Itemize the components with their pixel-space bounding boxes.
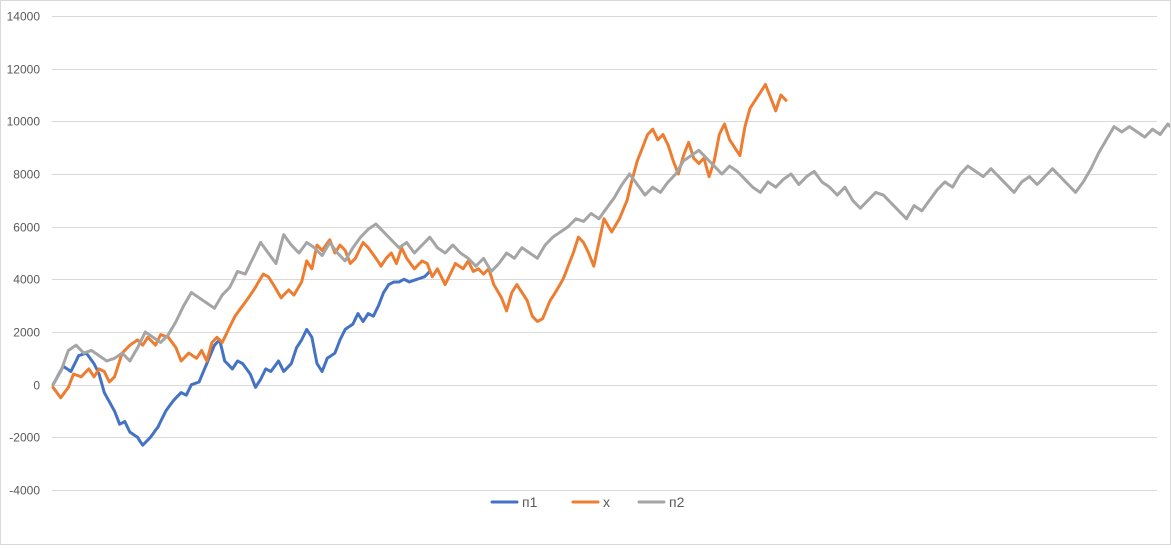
y-tick-label: 0 — [33, 379, 40, 393]
legend-item-2: x — [571, 494, 610, 510]
series-lines — [51, 83, 1171, 447]
y-tick-label: 2000 — [13, 326, 40, 340]
legend-item-3: п2 — [637, 494, 685, 510]
series-line-3 — [51, 122, 1171, 387]
legend-label: п1 — [522, 494, 538, 510]
y-tick-label: 4000 — [13, 273, 40, 287]
legend-item-1: п1 — [490, 494, 538, 510]
series-line-2 — [51, 83, 788, 400]
y-axis-tick-labels: -4000 -2000 0 2000 4000 6000 8000 10000 12000 140… — [7, 10, 41, 498]
y-tick-label: 14000 — [7, 10, 41, 24]
y-tick-label: 12000 — [7, 63, 41, 77]
y-tick-label: 10000 — [7, 115, 41, 129]
gridlines — [52, 16, 1157, 491]
legend-label: п2 — [669, 494, 685, 510]
legend: п1 x п2 — [490, 494, 685, 510]
legend-label: x — [603, 494, 610, 510]
y-tick-label: 6000 — [13, 221, 40, 235]
y-tick-label: -4000 — [9, 484, 40, 498]
series-line-1 — [51, 269, 432, 447]
y-tick-label: 8000 — [13, 168, 40, 182]
y-tick-label: -2000 — [9, 431, 40, 445]
